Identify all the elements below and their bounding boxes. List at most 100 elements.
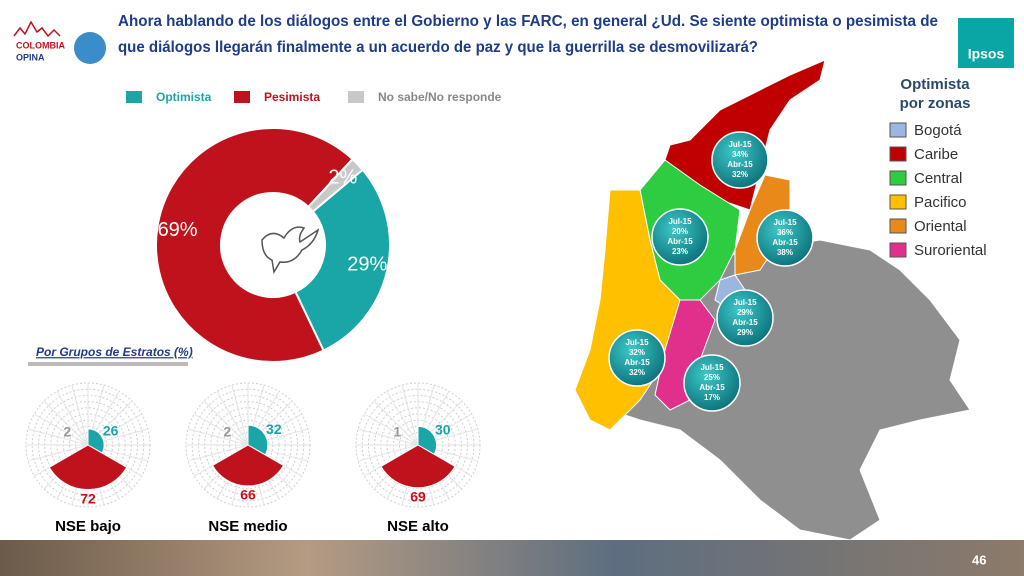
zone-bubble xyxy=(711,131,769,189)
polar-sector xyxy=(211,444,285,487)
zone-swatch xyxy=(889,146,907,162)
bubble-period: Abr-15 xyxy=(699,383,725,392)
section-title: Por Grupos de Estratos (%) xyxy=(36,345,193,359)
bubble-value: 25% xyxy=(704,373,720,382)
zone-label: Suroriental xyxy=(914,242,987,259)
zone-bubble xyxy=(716,289,774,347)
bubble-period: Jul-15 xyxy=(733,298,757,307)
polar-spoke xyxy=(187,444,249,462)
zone-swatch xyxy=(889,242,907,258)
logo-text: COLOMBIA xyxy=(16,40,65,50)
photo-strip xyxy=(0,540,1024,576)
bubble-period: Jul-15 xyxy=(700,363,724,372)
zone-swatch xyxy=(889,122,907,138)
polar-spoke xyxy=(71,384,89,446)
logo-right xyxy=(958,18,1014,68)
polar-sector xyxy=(48,444,128,491)
bubble-value: 17% xyxy=(704,393,720,402)
bubble-period: Abr-15 xyxy=(772,238,798,247)
zone-label: Caribe xyxy=(914,146,958,163)
value-label: 2 xyxy=(63,424,71,440)
value-label: 2% xyxy=(328,167,357,189)
polar-spoke xyxy=(373,400,419,446)
bubble-value: 20% xyxy=(672,227,688,236)
bubble-value: 38% xyxy=(777,248,793,257)
polar-spoke xyxy=(364,413,419,446)
legend-swatch xyxy=(348,91,364,103)
value-label: 69% xyxy=(158,219,198,241)
bubble-value: 29% xyxy=(737,328,753,337)
zone-swatch xyxy=(889,170,907,186)
polar-spoke xyxy=(34,413,89,446)
bubble-period: Jul-15 xyxy=(668,217,692,226)
polar-spoke xyxy=(216,391,249,446)
zone-bubble xyxy=(608,329,666,387)
bubble-value: 32% xyxy=(629,368,645,377)
zone-bubble xyxy=(651,208,709,266)
bubble-value: 23% xyxy=(672,247,688,256)
page-number: 46 xyxy=(972,552,986,567)
polar-spoke xyxy=(401,384,419,446)
polar-spoke xyxy=(194,413,249,446)
bubble-period: Abr-15 xyxy=(667,237,693,246)
polar-title: NSE alto xyxy=(387,518,449,535)
zone-label: Pacifico xyxy=(914,194,967,211)
polar-spoke xyxy=(56,391,89,446)
value-label: 1 xyxy=(393,424,401,440)
polar-sector xyxy=(380,444,456,489)
donut-slice xyxy=(155,127,354,363)
polar-spoke xyxy=(27,444,89,462)
bubble-value: 32% xyxy=(629,348,645,357)
polar-spoke xyxy=(43,400,89,446)
bubble-period: Abr-15 xyxy=(624,358,650,367)
logo-text: OPINA xyxy=(16,52,45,62)
bubble-value: 29% xyxy=(737,308,753,317)
map-title: Optimista xyxy=(900,76,970,93)
logo-globe xyxy=(74,32,106,64)
polar-sector xyxy=(246,443,249,447)
polar-sector xyxy=(416,443,419,446)
zone-label: Oriental xyxy=(914,218,967,235)
zone-bubble xyxy=(683,354,741,412)
legend-swatch xyxy=(126,91,142,103)
polar-spoke xyxy=(357,428,419,446)
title: que diálogos llegarán finalmente a un ac… xyxy=(118,39,758,56)
zone-swatch xyxy=(889,218,907,234)
bubble-period: Abr-15 xyxy=(732,318,758,327)
dove-icon xyxy=(261,226,320,275)
bubble-value: 36% xyxy=(777,228,793,237)
polar-title: NSE medio xyxy=(208,518,287,535)
value-label: 72 xyxy=(80,490,96,506)
donut-slice xyxy=(294,168,391,352)
legend-label: Optimista xyxy=(156,90,212,104)
value-label: 29% xyxy=(347,254,387,276)
value-label: 69 xyxy=(410,488,426,504)
section-underline xyxy=(28,362,188,366)
polar-title: NSE bajo xyxy=(55,518,121,535)
polar-spoke xyxy=(187,428,249,446)
map-title: por zonas xyxy=(900,95,971,112)
zone-swatch xyxy=(889,194,907,210)
polar-spoke xyxy=(357,444,419,462)
bubble-period: Abr-15 xyxy=(727,160,753,169)
polar-spoke xyxy=(27,428,89,446)
polar-spoke xyxy=(386,391,419,446)
zone-label: Central xyxy=(914,170,962,187)
value-label: 66 xyxy=(240,487,256,503)
polar-sector xyxy=(86,443,89,447)
bubble-period: Jul-15 xyxy=(773,218,797,227)
zone-label: Bogotá xyxy=(914,122,962,139)
zone-bubble xyxy=(756,209,814,267)
polar-spoke xyxy=(203,400,249,446)
donut-slice xyxy=(306,157,365,213)
bubble-period: Jul-15 xyxy=(728,140,752,149)
value-label: 2 xyxy=(223,424,231,440)
legend-swatch xyxy=(234,91,250,103)
bubble-period: Jul-15 xyxy=(625,338,649,347)
value-label: 32 xyxy=(266,421,282,437)
bubble-value: 34% xyxy=(732,150,748,159)
legend-label: No sabe/No responde xyxy=(378,90,502,104)
value-label: 30 xyxy=(435,421,451,437)
logo-right-text: Ipsos xyxy=(968,46,1005,62)
